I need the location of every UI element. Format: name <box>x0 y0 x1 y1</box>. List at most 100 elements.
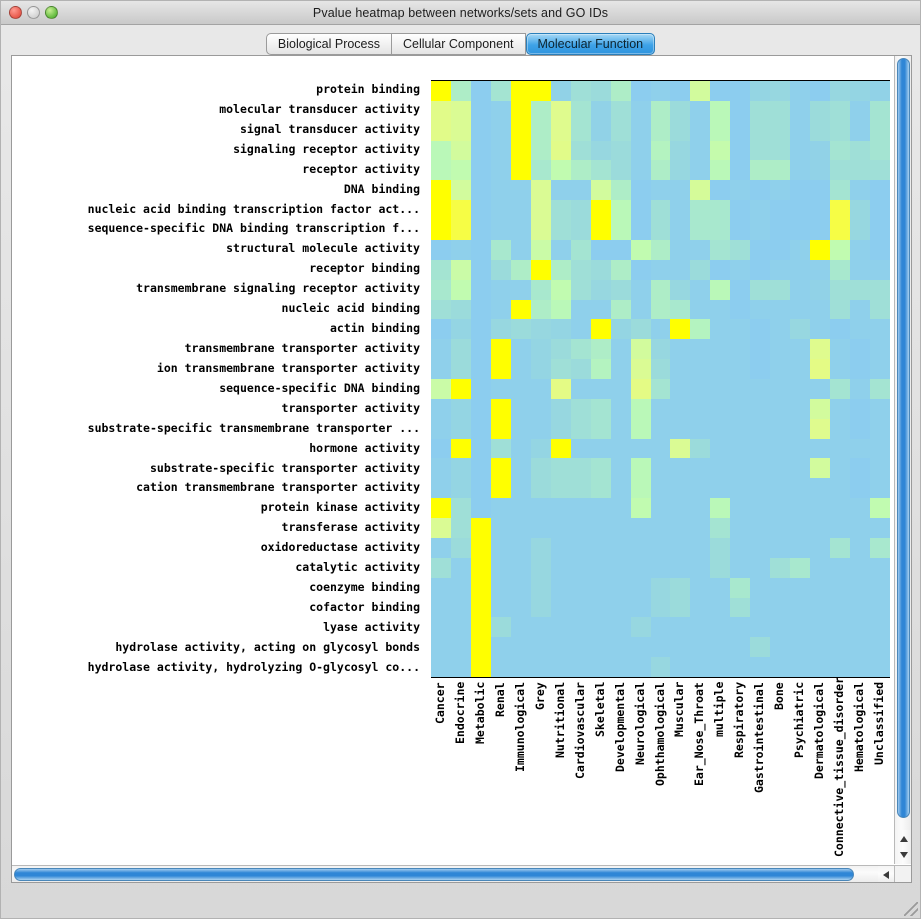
heatmap-cell[interactable] <box>630 398 651 419</box>
heatmap-cell[interactable] <box>590 239 611 260</box>
heatmap-cell[interactable] <box>490 557 511 578</box>
heatmap-cell[interactable] <box>810 160 831 181</box>
heatmap-cell[interactable] <box>590 140 611 161</box>
heatmap-cell[interactable] <box>710 537 731 558</box>
heatmap-cell[interactable] <box>630 537 651 558</box>
heatmap-cell[interactable] <box>790 577 811 598</box>
heatmap-cell[interactable] <box>610 438 631 459</box>
heatmap-cell[interactable] <box>730 259 751 280</box>
heatmap-cell[interactable] <box>470 478 491 499</box>
heatmap-cell[interactable] <box>490 458 511 479</box>
heatmap-cell[interactable] <box>530 597 551 618</box>
heatmap-cell[interactable] <box>850 438 871 459</box>
heatmap-cell[interactable] <box>790 319 811 340</box>
heatmap-cell[interactable] <box>650 81 671 101</box>
heatmap-cell[interactable] <box>710 398 731 419</box>
heatmap-cell[interactable] <box>490 577 511 598</box>
heatmap-cell[interactable] <box>770 597 791 618</box>
heatmap-cell[interactable] <box>590 498 611 519</box>
heatmap-cell[interactable] <box>690 478 711 499</box>
heatmap-cell[interactable] <box>750 617 771 638</box>
heatmap-cell[interactable] <box>810 557 831 578</box>
heatmap-cell[interactable] <box>550 299 571 320</box>
heatmap-cell[interactable] <box>730 617 751 638</box>
heatmap-cell[interactable] <box>670 518 691 538</box>
heatmap-cell[interactable] <box>610 398 631 419</box>
heatmap-cell[interactable] <box>770 259 791 280</box>
heatmap-cell[interactable] <box>450 359 471 379</box>
heatmap-cell[interactable] <box>710 478 731 499</box>
heatmap-cell[interactable] <box>550 478 571 499</box>
heatmap-cell[interactable] <box>850 319 871 340</box>
heatmap-cell[interactable] <box>790 200 811 221</box>
heatmap-cell[interactable] <box>530 140 551 161</box>
heatmap-cell[interactable] <box>690 259 711 280</box>
heatmap-cell[interactable] <box>590 637 611 658</box>
heatmap-cell[interactable] <box>530 319 551 340</box>
heatmap-cell[interactable] <box>690 557 711 578</box>
heatmap-cell[interactable] <box>450 299 471 320</box>
heatmap-cell[interactable] <box>590 577 611 598</box>
heatmap-cell[interactable] <box>710 279 731 300</box>
heatmap-cell[interactable] <box>630 339 651 360</box>
heatmap-cell[interactable] <box>550 259 571 280</box>
heatmap-cell[interactable] <box>750 597 771 618</box>
heatmap-cell[interactable] <box>630 518 651 538</box>
heatmap-cell[interactable] <box>690 319 711 340</box>
heatmap-cell[interactable] <box>610 180 631 201</box>
heatmap-cell[interactable] <box>710 657 731 677</box>
heatmap-cell[interactable] <box>870 637 890 658</box>
heatmap-cell[interactable] <box>790 299 811 320</box>
heatmap-cell[interactable] <box>730 220 751 240</box>
heatmap-cell[interactable] <box>510 259 531 280</box>
heatmap-cell[interactable] <box>870 418 890 439</box>
heatmap-cell[interactable] <box>490 498 511 519</box>
heatmap-cell[interactable] <box>470 120 491 141</box>
heatmap-cell[interactable] <box>670 418 691 439</box>
heatmap-cell[interactable] <box>670 100 691 121</box>
heatmap-cell[interactable] <box>810 319 831 340</box>
heatmap-cell[interactable] <box>750 438 771 459</box>
heatmap-cell[interactable] <box>790 259 811 280</box>
tab-molecular-function[interactable]: Molecular Function <box>525 33 656 55</box>
heatmap-cell[interactable] <box>810 438 831 459</box>
heatmap-cell[interactable] <box>650 379 671 399</box>
heatmap-cell[interactable] <box>710 299 731 320</box>
heatmap-cell[interactable] <box>510 100 531 121</box>
heatmap-cell[interactable] <box>770 458 791 479</box>
heatmap-cell[interactable] <box>570 398 591 419</box>
heatmap-cell[interactable] <box>590 379 611 399</box>
heatmap-cell[interactable] <box>470 537 491 558</box>
heatmap-cell[interactable] <box>830 140 851 161</box>
heatmap-cell[interactable] <box>570 220 591 240</box>
heatmap-cell[interactable] <box>470 200 491 221</box>
heatmap-cell[interactable] <box>470 160 491 181</box>
vertical-scrollbar-track[interactable] <box>894 56 911 848</box>
heatmap-cell[interactable] <box>650 299 671 320</box>
heatmap-cell[interactable] <box>470 81 491 101</box>
heatmap-cell[interactable] <box>490 120 511 141</box>
heatmap-cell[interactable] <box>510 518 531 538</box>
heatmap-cell[interactable] <box>490 160 511 181</box>
heatmap-cell[interactable] <box>790 518 811 538</box>
heatmap-cell[interactable] <box>810 398 831 419</box>
heatmap-cell[interactable] <box>790 120 811 141</box>
heatmap-cell[interactable] <box>650 657 671 677</box>
heatmap-cell[interactable] <box>810 100 831 121</box>
heatmap-cell[interactable] <box>510 478 531 499</box>
heatmap-cell[interactable] <box>530 438 551 459</box>
heatmap-cell[interactable] <box>870 180 890 201</box>
heatmap-cell[interactable] <box>850 458 871 479</box>
heatmap-cell[interactable] <box>670 379 691 399</box>
heatmap-cell[interactable] <box>830 160 851 181</box>
heatmap-cell[interactable] <box>550 537 571 558</box>
heatmap-cell[interactable] <box>710 140 731 161</box>
scroll-down-icon[interactable] <box>900 852 908 858</box>
scroll-up-icon[interactable] <box>900 836 908 842</box>
heatmap-cell[interactable] <box>690 200 711 221</box>
heatmap-cell[interactable] <box>650 319 671 340</box>
heatmap-cell[interactable] <box>730 299 751 320</box>
heatmap-cell[interactable] <box>670 438 691 459</box>
heatmap-cell[interactable] <box>810 120 831 141</box>
heatmap-cell[interactable] <box>590 259 611 280</box>
